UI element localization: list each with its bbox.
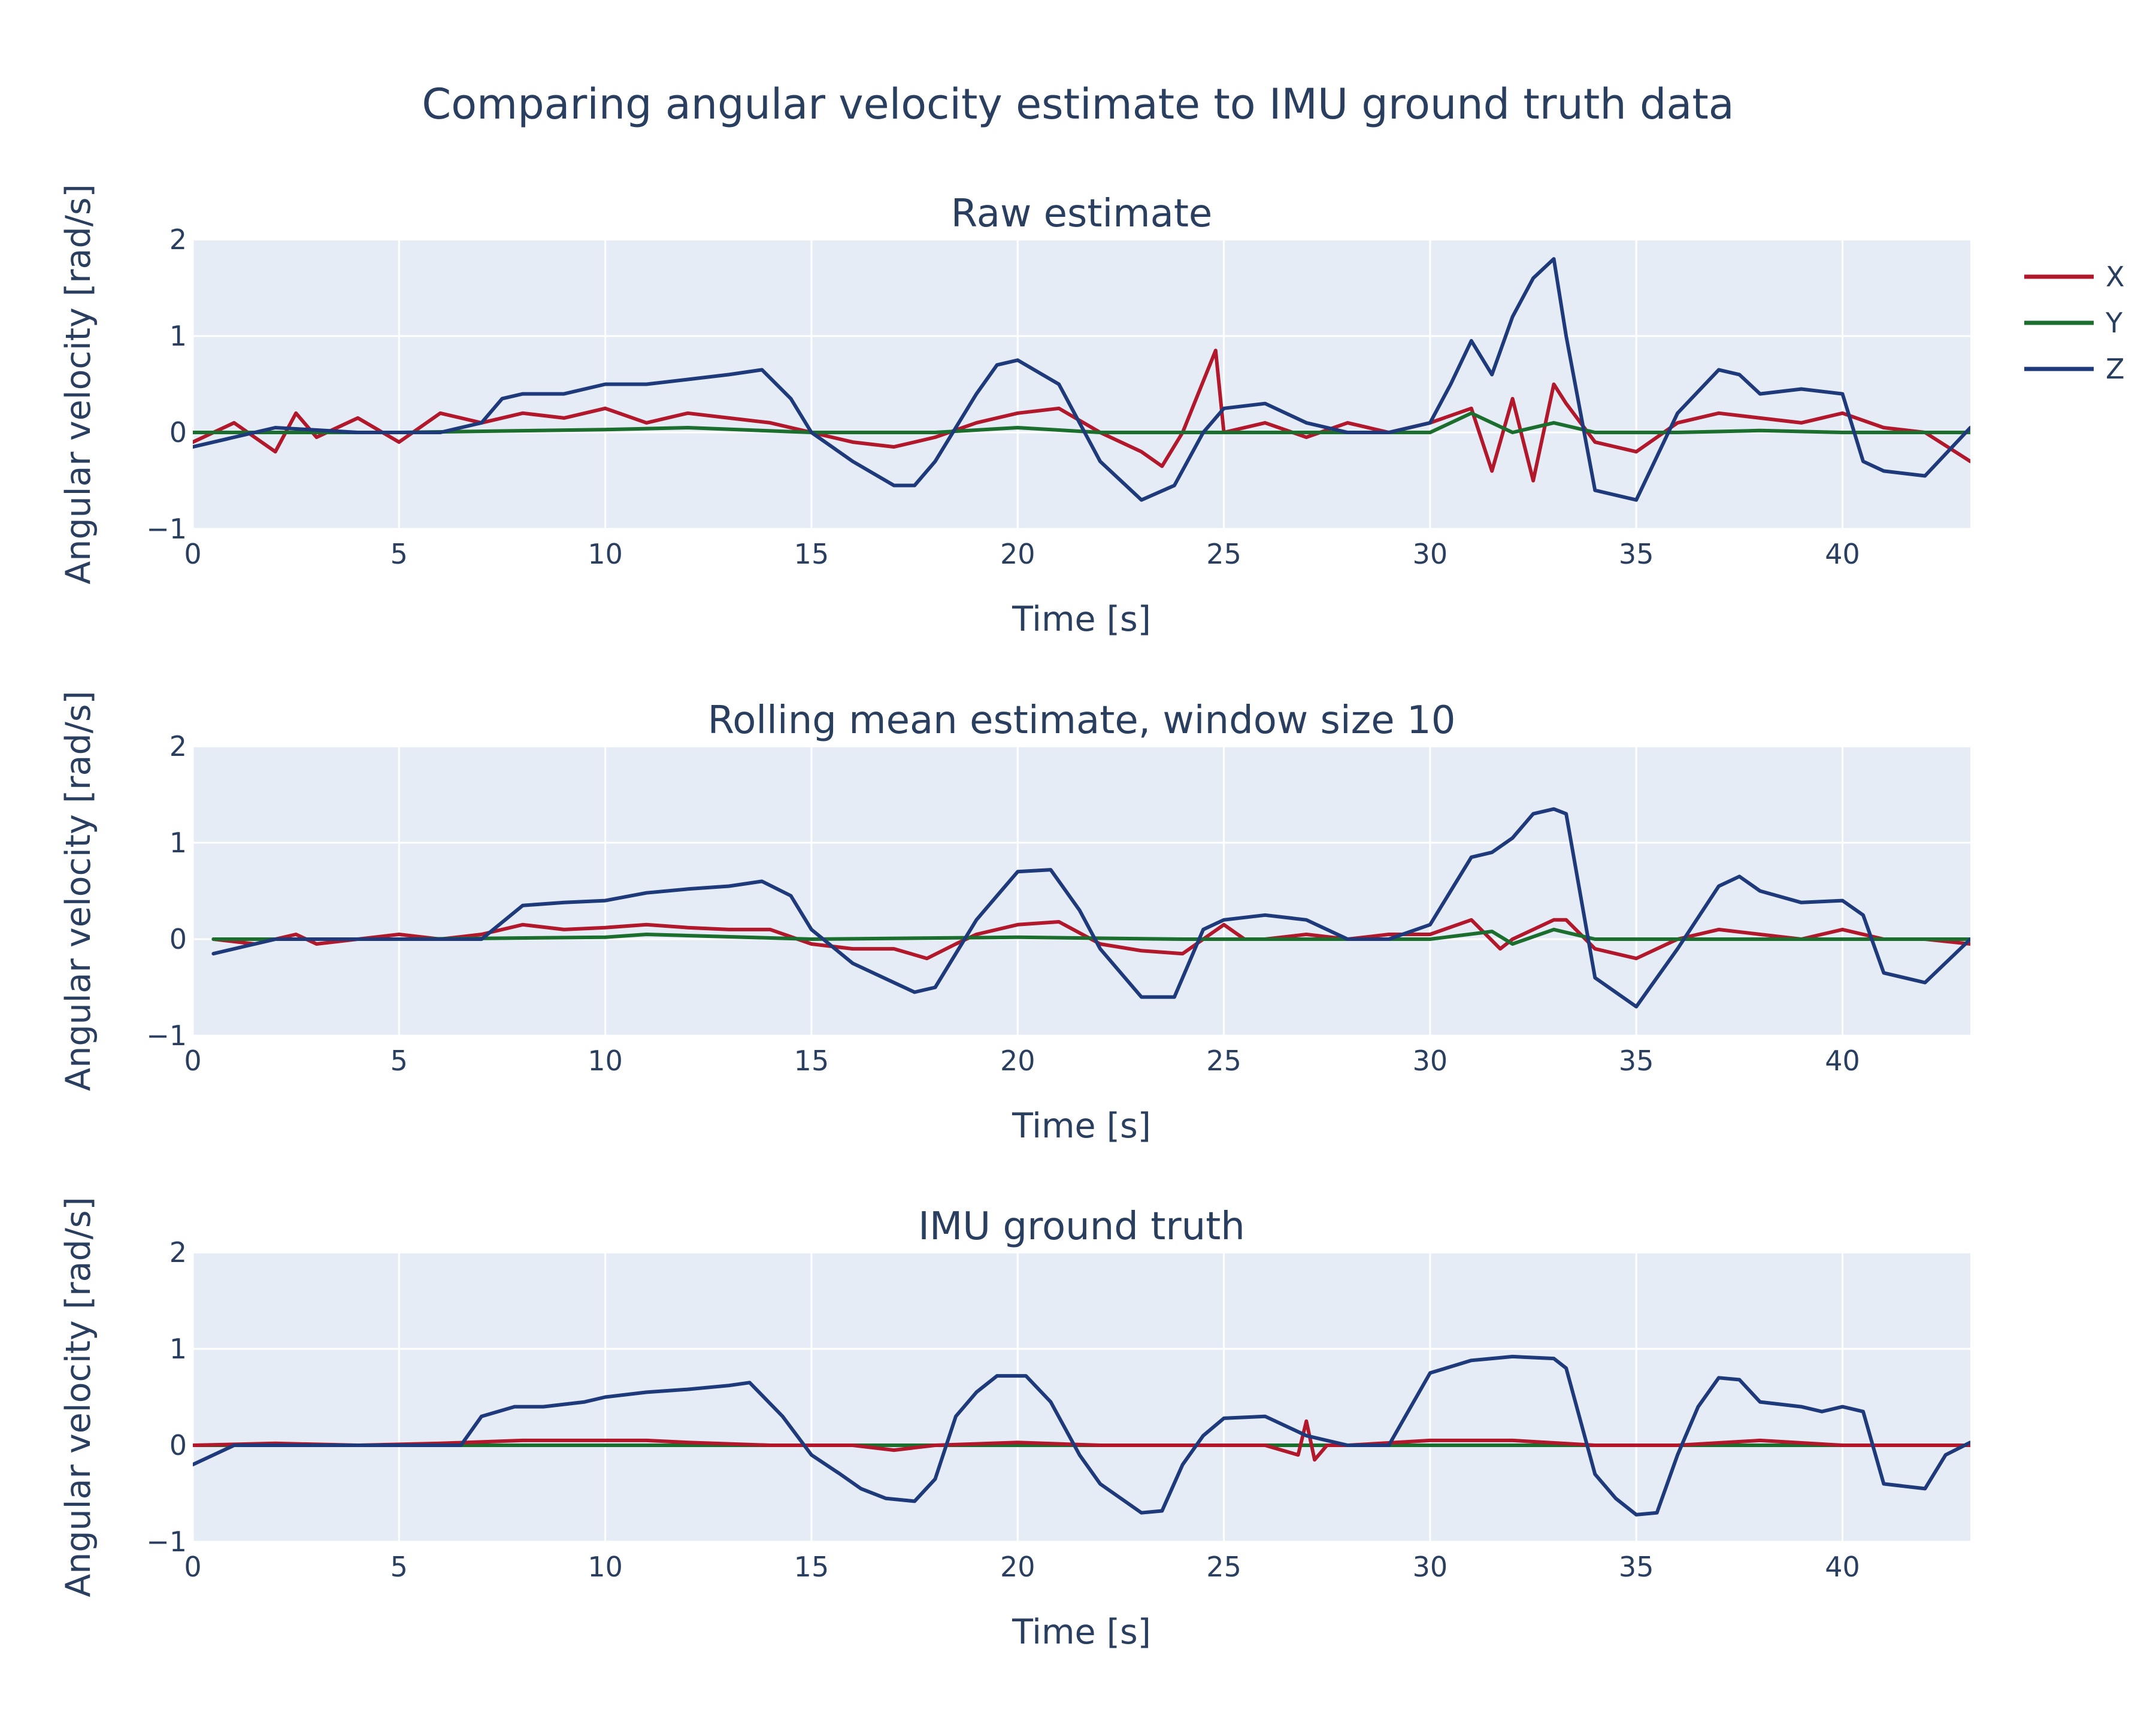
y-axis-title: Angular velocity [rad/s] bbox=[59, 691, 98, 1091]
x-tick-label: 15 bbox=[794, 1045, 829, 1077]
y-tick-label: 2 bbox=[169, 730, 187, 762]
x-tick-label: 30 bbox=[1413, 1045, 1448, 1077]
x-tick-label: 25 bbox=[1206, 1551, 1241, 1583]
x-tick-label: 35 bbox=[1619, 1551, 1654, 1583]
subplot-2: Rolling mean estimate, window size 10 0 5 1… bbox=[59, 691, 1970, 1146]
y-tick-label: 2 bbox=[169, 1236, 187, 1269]
series-group bbox=[193, 257, 1970, 502]
x-tick-label: 15 bbox=[794, 1551, 829, 1583]
legend-item-z[interactable]: Z bbox=[2024, 353, 2125, 385]
y-tick-label: 2 bbox=[169, 223, 187, 256]
y-tick-label: 1 bbox=[169, 827, 187, 859]
y-tick-label: −1 bbox=[146, 1526, 187, 1558]
series-group bbox=[211, 807, 1970, 1009]
x-tick-label: 20 bbox=[1000, 538, 1035, 570]
x-tick-label: 25 bbox=[1206, 538, 1241, 570]
series-line-x bbox=[211, 918, 1970, 961]
x-tick-label: 10 bbox=[588, 1551, 623, 1583]
plot-area bbox=[193, 746, 1970, 1036]
x-tick-label: 0 bbox=[184, 1551, 201, 1583]
chart-title: Comparing angular velocity estimate to I… bbox=[422, 80, 1734, 129]
x-tick-label: 0 bbox=[184, 1045, 201, 1077]
y-axis-title: Angular velocity [rad/s] bbox=[59, 1197, 98, 1597]
x-tick-label: 30 bbox=[1413, 1551, 1448, 1583]
x-axis-title: Time [s] bbox=[1012, 1106, 1151, 1146]
x-tick-label: 35 bbox=[1619, 538, 1654, 570]
series-line-z bbox=[193, 1354, 1970, 1517]
x-tick-label: 30 bbox=[1413, 538, 1448, 570]
y-tick-label: 0 bbox=[169, 1429, 187, 1461]
plot-area bbox=[193, 1252, 1970, 1542]
subplot-title: Raw estimate bbox=[951, 192, 1213, 236]
plot-area bbox=[193, 240, 1970, 529]
legend-item-x[interactable]: X bbox=[2024, 261, 2125, 293]
legend[interactable]: XYZ bbox=[2024, 261, 2125, 385]
legend-label: Y bbox=[2105, 307, 2123, 339]
x-tick-label: 5 bbox=[390, 538, 408, 570]
legend-label: Z bbox=[2106, 353, 2125, 385]
legend-label: X bbox=[2106, 261, 2125, 293]
x-tick-label: 5 bbox=[390, 1551, 408, 1583]
x-tick-label: 5 bbox=[390, 1045, 408, 1077]
x-axis-title: Time [s] bbox=[1012, 1612, 1151, 1652]
x-tick-label: 20 bbox=[1000, 1551, 1035, 1583]
x-tick-label: 10 bbox=[588, 538, 623, 570]
x-tick-label: 40 bbox=[1825, 1045, 1860, 1077]
x-tick-label: 40 bbox=[1825, 1551, 1860, 1583]
y-tick-label: 0 bbox=[169, 416, 187, 449]
subplot-title: Rolling mean estimate, window size 10 bbox=[708, 698, 1456, 743]
y-tick-label: 1 bbox=[169, 1333, 187, 1365]
y-tick-label: 1 bbox=[169, 320, 187, 352]
x-tick-label: 40 bbox=[1825, 538, 1860, 570]
x-tick-label: 10 bbox=[588, 1045, 623, 1077]
series-line-z bbox=[211, 807, 1970, 1009]
x-axis-title: Time [s] bbox=[1012, 600, 1151, 639]
series-line-x bbox=[193, 349, 1970, 483]
x-tick-label: 25 bbox=[1206, 1045, 1241, 1077]
legend-item-y[interactable]: Y bbox=[2024, 307, 2123, 339]
series-group bbox=[193, 1354, 1970, 1517]
y-axis-title: Angular velocity [rad/s] bbox=[59, 184, 98, 585]
x-tick-label: 15 bbox=[794, 538, 829, 570]
x-tick-label: 0 bbox=[184, 538, 201, 570]
y-tick-label: −1 bbox=[146, 1019, 187, 1052]
y-tick-label: −1 bbox=[146, 513, 187, 545]
y-tick-label: 0 bbox=[169, 923, 187, 955]
x-tick-label: 35 bbox=[1619, 1045, 1654, 1077]
subplot-title: IMU ground truth bbox=[918, 1205, 1245, 1249]
series-line-z bbox=[193, 257, 1970, 502]
series-line-x bbox=[193, 1419, 1970, 1462]
x-tick-label: 20 bbox=[1000, 1045, 1035, 1077]
